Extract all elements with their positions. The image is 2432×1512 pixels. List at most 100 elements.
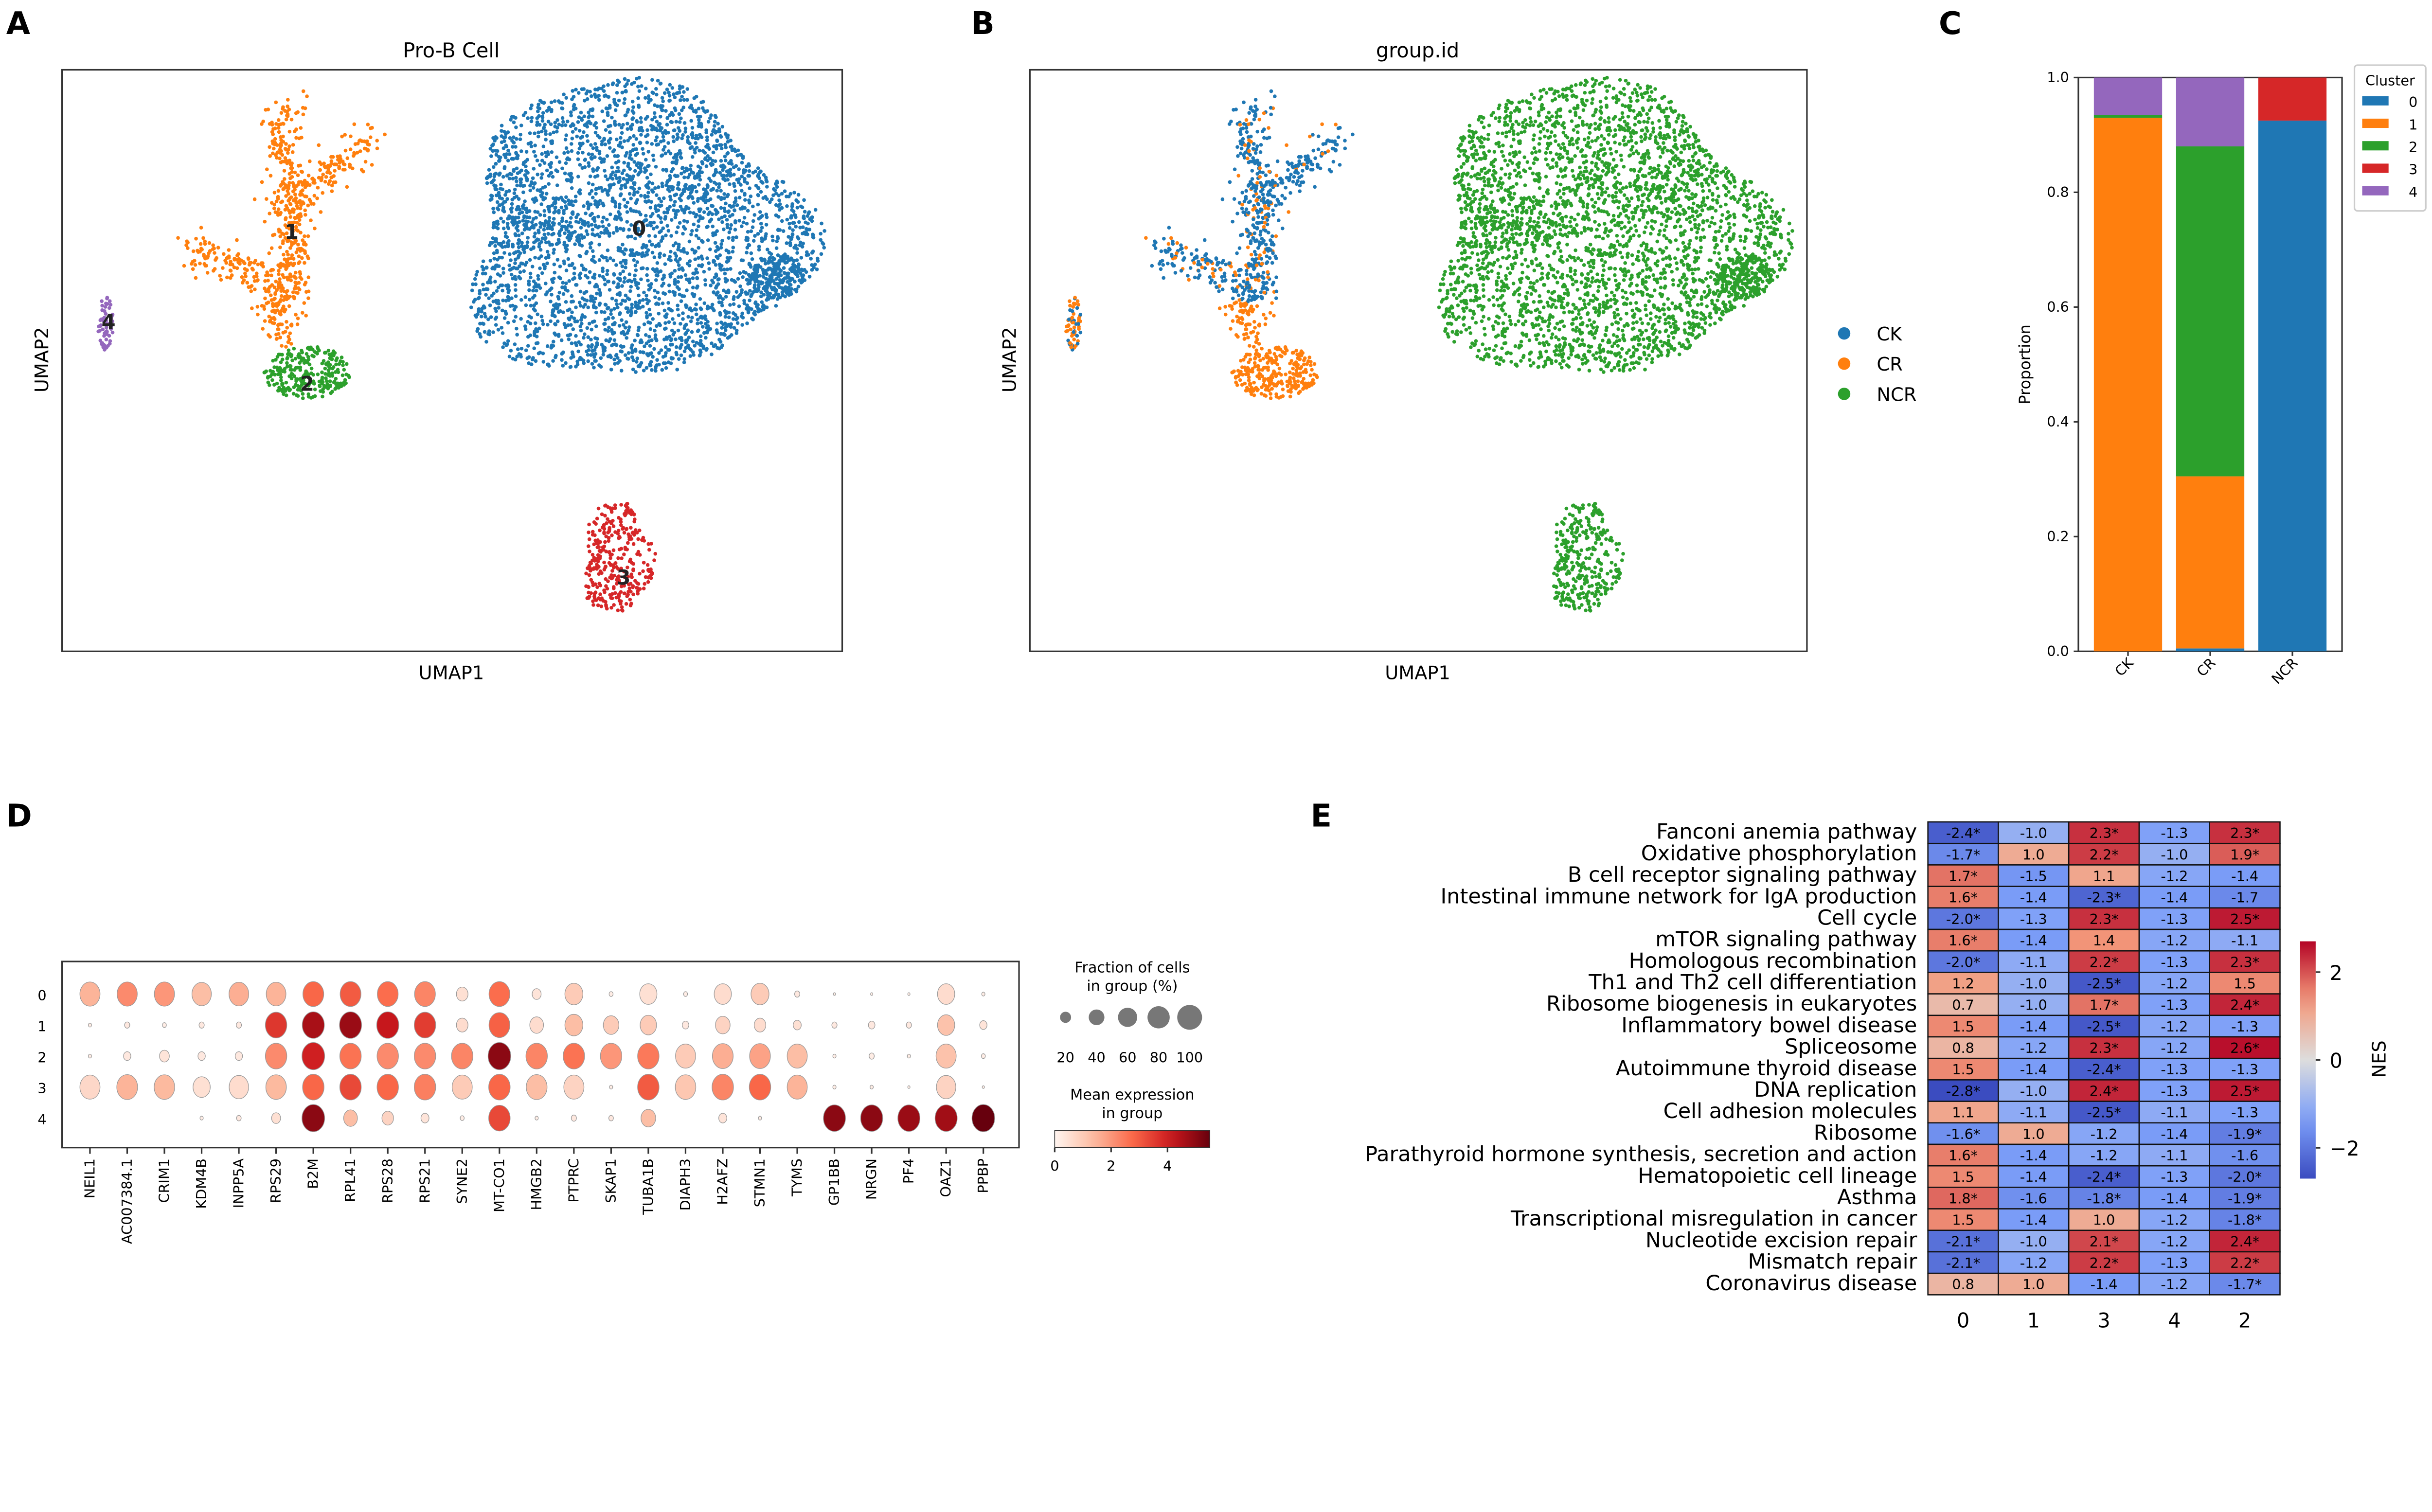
umap-point-cluster-1 (182, 264, 186, 268)
umap-point-cluster-0 (567, 172, 571, 176)
umap-point-cluster-0 (634, 360, 639, 364)
umap-point-cluster-0 (574, 343, 579, 347)
umap-point-cluster-1 (306, 289, 311, 293)
umap-point-cluster-0 (652, 220, 656, 225)
umap-point-cluster-0 (576, 151, 580, 155)
umap-point-cluster-0 (521, 113, 526, 117)
umap-point-cluster-0 (741, 316, 745, 320)
umap-point-cluster-0 (690, 229, 694, 233)
umap-point-cluster-0 (491, 165, 496, 169)
umap-point-cluster-0 (536, 172, 540, 177)
umap-point-cluster-3 (631, 585, 635, 589)
umap-point-cluster-0 (633, 169, 637, 173)
umap-point-cluster-0 (753, 312, 757, 317)
umap-point-cluster-1 (278, 156, 282, 160)
umap-point-cluster-0 (593, 297, 597, 301)
umap-point-cluster-0 (753, 270, 757, 274)
umap-point-cluster-1 (279, 143, 283, 147)
umap-point-cluster-0 (491, 207, 495, 211)
umap-point-cluster-0 (695, 189, 698, 194)
umap-point-cluster-0 (682, 349, 687, 354)
panel-letter-d: D (6, 799, 32, 835)
umap-point-cluster-0 (564, 300, 568, 304)
umap-point-cluster-0 (525, 177, 529, 181)
umap-point-cluster-0 (810, 219, 814, 223)
umap-point-group-NCR (1565, 243, 1569, 247)
umap-point-cluster-0 (558, 276, 562, 281)
umap-point-cluster-0 (578, 276, 582, 280)
umap-point-cluster-0 (560, 358, 564, 362)
umap-point-cluster-0 (473, 277, 477, 281)
umap-point-cluster-0 (755, 289, 759, 293)
umap-point-cluster-0 (541, 197, 545, 202)
umap-point-cluster-0 (605, 154, 609, 158)
umap-point-cluster-0 (536, 210, 540, 214)
umap-point-cluster-0 (504, 284, 508, 288)
umap-point-cluster-0 (579, 217, 583, 222)
umap-point-group-NCR (1503, 312, 1507, 317)
umap-point-cluster-0 (645, 352, 649, 356)
umap-point-cluster-0 (496, 328, 501, 332)
umap-point-cluster-3 (589, 591, 593, 595)
umap-point-cluster-0 (603, 142, 608, 146)
umap-point-cluster-0 (532, 234, 536, 239)
umap-point-cluster-0 (611, 280, 616, 285)
umap-point-cluster-0 (645, 315, 649, 320)
umap-point-cluster-0 (749, 229, 753, 233)
umap-point-cluster-0 (694, 94, 698, 99)
umap-point-cluster-0 (493, 317, 498, 321)
umap-point-cluster-0 (730, 162, 734, 166)
umap-point-cluster-3 (611, 566, 616, 569)
umap-point-group-NCR (1642, 120, 1646, 124)
umap-point-cluster-0 (702, 210, 706, 214)
umap-point-cluster-0 (545, 168, 549, 173)
umap-point-cluster-0 (516, 215, 520, 220)
umap-point-cluster-0 (504, 299, 508, 303)
umap-point-cluster-0 (673, 193, 677, 197)
cluster-label-1: 1 (285, 220, 299, 244)
umap-point-cluster-0 (738, 207, 743, 211)
umap-point-cluster-0 (687, 336, 691, 339)
umap-point-cluster-1 (329, 161, 333, 166)
umap-point-cluster-0 (501, 271, 505, 275)
umap-point-cluster-0 (608, 212, 612, 216)
umap-point-cluster-0 (752, 213, 757, 217)
umap-point-cluster-0 (658, 122, 662, 126)
umap-point-cluster-0 (501, 331, 505, 335)
umap-point-cluster-0 (613, 362, 617, 366)
umap-point-cluster-2 (315, 345, 320, 349)
umap-point-cluster-0 (592, 215, 596, 220)
umap-point-cluster-0 (765, 185, 769, 189)
umap-point-cluster-0 (665, 88, 669, 91)
umap-point-cluster-0 (494, 161, 498, 166)
umap-point-cluster-0 (675, 368, 680, 372)
umap-point-cluster-0 (635, 356, 640, 360)
umap-point-cluster-0 (722, 165, 727, 169)
umap-point-cluster-1 (202, 252, 206, 257)
umap-point-cluster-2 (268, 369, 272, 373)
umap-point-cluster-0 (515, 221, 519, 225)
umap-point-cluster-0 (719, 164, 723, 168)
umap-point-cluster-0 (571, 327, 575, 331)
umap-point-cluster-0 (505, 241, 510, 245)
umap-point-cluster-0 (527, 215, 532, 219)
umap-point-cluster-0 (572, 355, 575, 359)
umap-point-cluster-0 (523, 324, 527, 328)
umap-point-cluster-0 (578, 324, 583, 328)
umap-point-cluster-0 (798, 271, 803, 275)
umap-point-cluster-3 (620, 605, 624, 609)
umap-point-cluster-0 (729, 333, 733, 337)
umap-point-cluster-0 (682, 219, 686, 223)
umap-point-cluster-0 (782, 271, 787, 275)
umap-point-cluster-0 (648, 327, 653, 331)
umap-point-cluster-3 (597, 596, 601, 600)
umap-point-cluster-0 (496, 285, 501, 290)
umap-point-cluster-0 (711, 233, 715, 237)
umap-point-cluster-0 (680, 85, 685, 89)
umap-point-cluster-3 (646, 569, 650, 572)
umap-point-cluster-0 (626, 122, 629, 125)
umap-point-cluster-0 (636, 96, 641, 100)
umap-point-cluster-0 (615, 176, 619, 180)
umap-point-cluster-3 (595, 562, 599, 567)
umap-point-cluster-0 (604, 174, 608, 178)
